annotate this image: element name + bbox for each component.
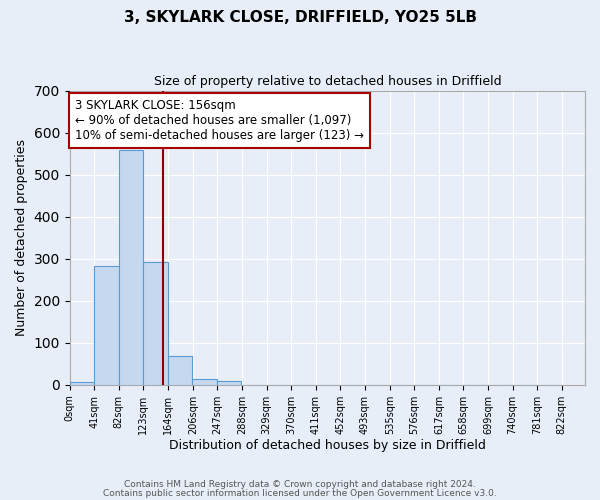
Text: Contains public sector information licensed under the Open Government Licence v3: Contains public sector information licen… [103,489,497,498]
Text: 3 SKYLARK CLOSE: 156sqm
← 90% of detached houses are smaller (1,097)
10% of semi: 3 SKYLARK CLOSE: 156sqm ← 90% of detache… [75,100,364,142]
Bar [94,266,119,385]
Title: Size of property relative to detached houses in Driffield: Size of property relative to detached ho… [154,75,501,88]
Text: Contains HM Land Registry data © Crown copyright and database right 2024.: Contains HM Land Registry data © Crown c… [124,480,476,489]
Bar [70,382,94,385]
Bar [119,150,143,385]
X-axis label: Distribution of detached houses by size in Driffield: Distribution of detached houses by size … [169,440,486,452]
Bar [143,262,168,385]
Text: 3, SKYLARK CLOSE, DRIFFIELD, YO25 5LB: 3, SKYLARK CLOSE, DRIFFIELD, YO25 5LB [124,10,476,25]
Bar [193,379,217,385]
Y-axis label: Number of detached properties: Number of detached properties [15,139,28,336]
Bar [217,382,241,385]
Bar [168,356,193,385]
